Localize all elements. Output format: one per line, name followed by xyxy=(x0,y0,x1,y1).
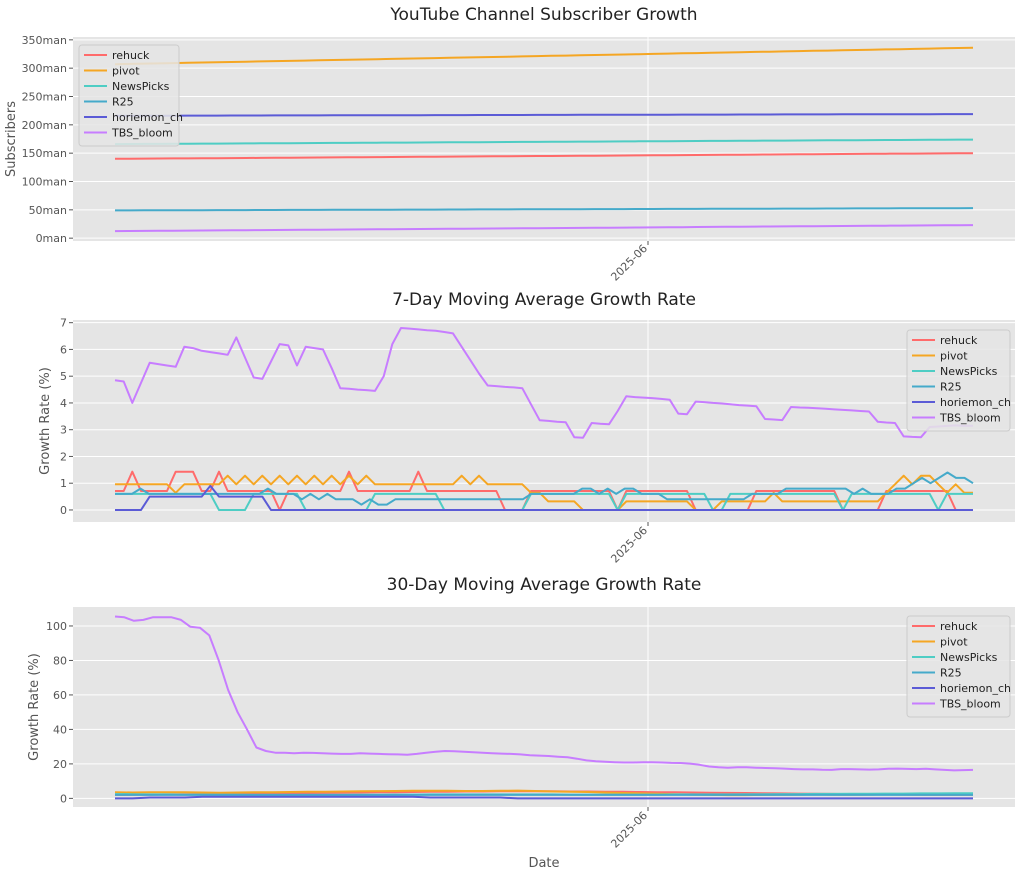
legend-label: R25 xyxy=(112,96,134,109)
legend-label: NewsPicks xyxy=(940,365,998,378)
y-tick-label: 0man xyxy=(36,232,67,245)
y-tick-label: 100 xyxy=(46,620,67,633)
y-tick-label: 350man xyxy=(22,34,67,47)
legend: rehuck pivot NewsPicks R25 horiemon_ch TBS_bl… xyxy=(906,615,1011,718)
x-axis-label: Date xyxy=(528,856,559,871)
y-tick-label: 5 xyxy=(60,370,67,383)
subscriber-growth-chart: 0man 50man 100man 150man 200man 250man 300man 3… xyxy=(4,5,1015,284)
series-line-horiemon_ch xyxy=(114,113,973,117)
y-tick-label: 300man xyxy=(22,62,67,75)
series-group xyxy=(114,615,974,800)
legend-label: rehuck xyxy=(940,620,978,633)
legend-label: NewsPicks xyxy=(940,651,998,664)
legend: rehuck pivot NewsPicks R25 horiemon_ch TBS_bl… xyxy=(78,44,183,147)
y-tick-label: 40 xyxy=(53,723,67,736)
legend-label: pivot xyxy=(940,636,968,649)
series-line-horiemon_ch xyxy=(115,795,973,800)
y-axis-label: Growth Rate (%) xyxy=(38,367,53,475)
y-tick-label: 20 xyxy=(53,758,67,771)
legend-label: horiemon_ch xyxy=(940,682,1011,695)
legend-label: R25 xyxy=(940,667,962,680)
series-line-newspicks xyxy=(114,138,973,146)
y-tick-label: 1 xyxy=(60,477,67,490)
chart-title: 30-Day Moving Average Growth Rate xyxy=(387,575,702,595)
legend-label: TBS_bloom xyxy=(111,127,173,140)
legend-label: TBS_bloom xyxy=(939,698,1001,711)
legend-label: horiemon_ch xyxy=(940,396,1011,409)
x-tick-label: 2025-06 xyxy=(608,524,650,566)
chart-title: 7-Day Moving Average Growth Rate xyxy=(392,290,696,310)
legend-label: R25 xyxy=(940,381,962,394)
plot-area xyxy=(73,607,1015,807)
chart-title: YouTube Channel Subscriber Growth xyxy=(389,5,697,25)
legend-label: rehuck xyxy=(112,49,150,62)
series-line-tbs_bloom xyxy=(114,327,974,439)
y-tick-label: 150man xyxy=(22,147,67,160)
series-line-pivot xyxy=(114,46,974,66)
y-tick-label: 3 xyxy=(60,424,67,437)
x-tick-label: 2025-06 xyxy=(608,242,650,284)
growth-rate-7day-chart: 0 1 2 3 4 5 6 7 2025-06 7-Day Moving Average Gro… xyxy=(38,290,1015,566)
series-line-rehuck xyxy=(114,152,974,160)
y-tick-label: 7 xyxy=(60,317,67,330)
plot-area xyxy=(73,37,1015,241)
x-tick-label: 2025-06 xyxy=(608,809,650,851)
y-axis-label: Subscribers xyxy=(4,101,19,177)
y-axis-label: Growth Rate (%) xyxy=(27,653,42,761)
series-line-tbs_bloom xyxy=(114,224,974,233)
y-tick-label: 50man xyxy=(29,204,67,217)
series-line-rehuck xyxy=(115,470,973,511)
growth-rate-30day-chart: 0 20 40 60 80 100 2025-06 30-Day Moving Averag… xyxy=(27,575,1015,871)
legend-label: NewsPicks xyxy=(112,80,170,93)
y-tick-label: 0 xyxy=(60,792,67,805)
series-line-r25 xyxy=(115,207,974,212)
y-tick-label: 60 xyxy=(53,689,67,702)
legend-label: TBS_bloom xyxy=(939,412,1001,425)
y-tick-label: 4 xyxy=(60,397,67,410)
y-tick-label: 100man xyxy=(22,176,67,189)
series-group xyxy=(114,46,974,233)
y-tick-label: 80 xyxy=(53,654,67,667)
legend-label: pivot xyxy=(940,350,968,363)
series-line-tbs_bloom xyxy=(114,615,974,772)
y-tick-label: 0 xyxy=(60,504,67,517)
y-tick-label: 200man xyxy=(22,119,67,132)
legend-label: pivot xyxy=(112,65,140,78)
series-group xyxy=(114,327,974,511)
y-tick-label: 2 xyxy=(60,450,67,463)
series-line-r25 xyxy=(115,471,974,506)
y-tick-label: 250man xyxy=(22,91,67,104)
series-line-pivot xyxy=(115,474,973,511)
legend-label: rehuck xyxy=(940,334,978,347)
legend-label: horiemon_ch xyxy=(112,111,183,124)
legend: rehuck pivot NewsPicks R25 horiemon_ch TBS_bl… xyxy=(906,329,1011,432)
y-tick-label: 6 xyxy=(60,343,67,356)
series-line-horiemon_ch xyxy=(115,484,973,511)
